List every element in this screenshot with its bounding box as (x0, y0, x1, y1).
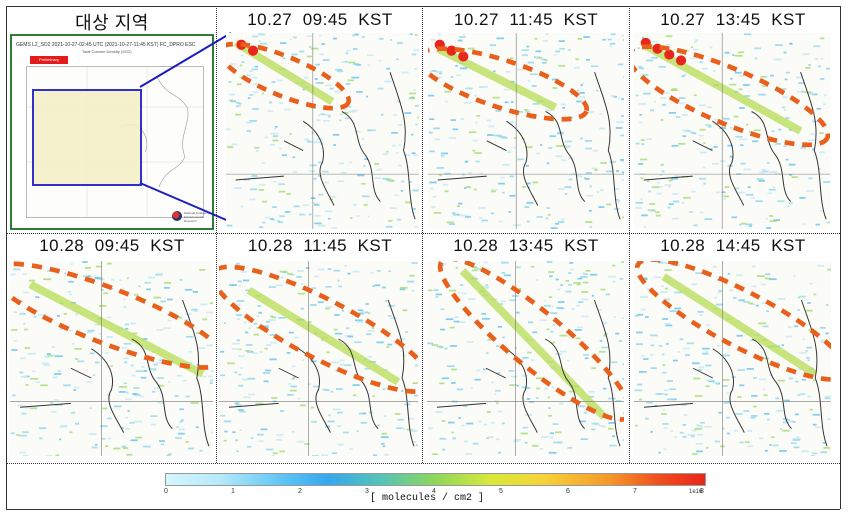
so2-plume-band (436, 45, 558, 111)
so2-map-svg (10, 261, 213, 456)
so2-map-1027-0945 (226, 33, 419, 229)
coastline (235, 72, 416, 220)
lat-lon-grid (428, 33, 624, 229)
so2-hotspot (248, 45, 259, 56)
so2-map-1027-1345 (634, 33, 830, 229)
lat-lon-grid (10, 261, 213, 456)
overview-subtitle: Total Column Density (SO2) (82, 49, 132, 54)
header-1028-1445: 10.28 14:45 KST (660, 236, 806, 255)
colorbar-tick: 8 (700, 488, 704, 495)
so2-plume-band (459, 268, 608, 420)
so2-map-1028-1345 (427, 261, 624, 456)
plume-outline (437, 261, 624, 422)
header-1028-1145: 10.28 11:45 KST (247, 236, 393, 255)
so2-pixel-noise (10, 261, 213, 456)
col-divider-1 (216, 6, 217, 463)
so2-pixel-noise (428, 33, 624, 229)
preliminary-badge: Preliminary (30, 56, 68, 64)
lat-lon-grid (634, 33, 830, 229)
so2-hotspot (458, 51, 469, 62)
coastline (228, 299, 415, 447)
table-border-right (840, 6, 841, 509)
plume-outline (226, 41, 352, 111)
table-border-left (6, 6, 7, 509)
so2-map-1028-1445 (634, 261, 831, 456)
so2-map-svg (634, 261, 831, 456)
row-divider-1 (6, 233, 840, 234)
so2-plume-band (661, 273, 818, 378)
so2-map-svg (226, 33, 419, 229)
coastline (643, 72, 827, 220)
plume-outline (10, 261, 213, 370)
colorbar-exponent: 1e16 (689, 489, 703, 495)
so2-pixel-noise (219, 262, 418, 456)
col-divider-3 (629, 6, 630, 463)
institute-logo-icon (172, 211, 182, 221)
so2-plume-band (246, 286, 401, 386)
coastline (436, 299, 621, 447)
so2-hotspot (446, 45, 457, 56)
so2-pixel-noise (226, 33, 419, 229)
colorbar-tick: 7 (633, 488, 637, 495)
plume-outline (634, 44, 830, 148)
table-border-bottom (6, 509, 840, 510)
lat-lon-grid (634, 261, 831, 456)
header-1027-1345: 10.27 13:45 KST (660, 10, 806, 29)
coastline (643, 299, 828, 447)
col-divider-2 (422, 6, 423, 463)
header-1027-0945: 10.27 09:45 KST (247, 10, 393, 29)
table-border-top (6, 6, 840, 7)
colorbar-tick: 1 (231, 488, 235, 495)
colorbar-tick: 2 (298, 488, 302, 495)
row-divider-2 (6, 463, 840, 464)
so2-map-svg (427, 261, 624, 456)
colorbar-tick: 3 (365, 488, 369, 495)
header-region: 대상 지역 (75, 13, 149, 33)
target-region-box (32, 89, 142, 186)
header-1028-1345: 10.28 13:45 KST (453, 236, 599, 255)
so2-map-1028-1145 (219, 261, 418, 456)
colorbar-tick: 6 (566, 488, 570, 495)
colorbar-tick: 5 (499, 488, 503, 495)
header-1028-0945: 10.28 09:45 KST (39, 236, 185, 255)
overview-title: GEMS L2_SO2 2021-10-27-02:45 UTC (2021-1… (16, 42, 196, 48)
header-1027-1145: 10.27 11:45 KST (453, 10, 599, 29)
colorbar-tick: 0 (164, 488, 168, 495)
so2-map-svg (428, 33, 624, 229)
plume-outline (634, 261, 831, 382)
institute-logo-text: National Institute of Environmental Rese… (184, 211, 210, 223)
so2-pixel-noise (634, 261, 831, 456)
so2-pixel-noise (635, 33, 830, 229)
so2-pixel-noise (427, 261, 624, 456)
colorbar-tick: 4 (432, 488, 436, 495)
so2-hotspot (675, 55, 687, 66)
so2-hotspot (664, 49, 675, 60)
so2-map-svg (634, 33, 830, 229)
so2-map-svg (219, 261, 418, 456)
so2-colorbar (165, 473, 706, 486)
plume-outline (428, 46, 590, 122)
coastline (437, 72, 621, 220)
so2-map-1028-0945 (10, 261, 213, 456)
so2-map-1027-1145 (428, 33, 624, 229)
overview-map-panel: GEMS L2_SO2 2021-10-27-02:45 UTC (2021-1… (10, 34, 214, 230)
colorbar-unit-label: [ molecules / cm2 ] (370, 493, 485, 504)
plume-outline (219, 264, 418, 394)
coastline (20, 299, 210, 447)
lat-lon-grid (219, 261, 418, 456)
so2-plume-band (28, 280, 205, 378)
